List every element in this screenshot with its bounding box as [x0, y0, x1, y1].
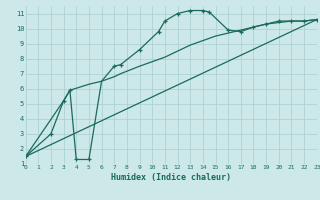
X-axis label: Humidex (Indice chaleur): Humidex (Indice chaleur) — [111, 173, 231, 182]
